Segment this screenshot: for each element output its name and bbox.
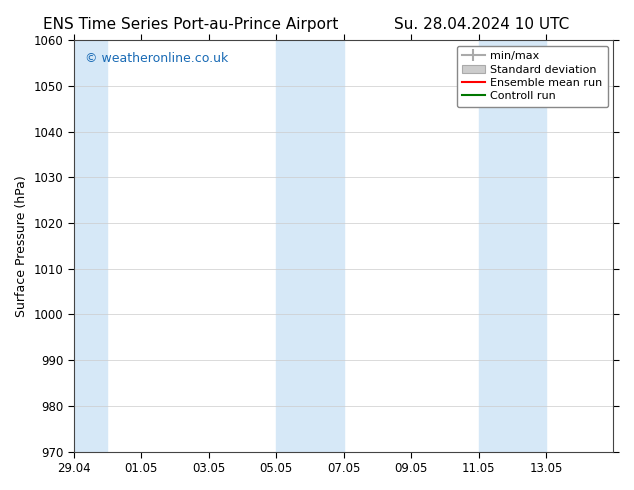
Text: Su. 28.04.2024 10 UTC: Su. 28.04.2024 10 UTC — [394, 17, 569, 32]
Bar — [479, 40, 546, 452]
Y-axis label: Surface Pressure (hPa): Surface Pressure (hPa) — [15, 175, 28, 317]
Text: © weatheronline.co.uk: © weatheronline.co.uk — [84, 52, 228, 66]
Bar — [74, 40, 107, 452]
Legend: min/max, Standard deviation, Ensemble mean run, Controll run: min/max, Standard deviation, Ensemble me… — [456, 46, 608, 107]
Text: ENS Time Series Port-au-Prince Airport: ENS Time Series Port-au-Prince Airport — [42, 17, 338, 32]
Bar — [276, 40, 344, 452]
